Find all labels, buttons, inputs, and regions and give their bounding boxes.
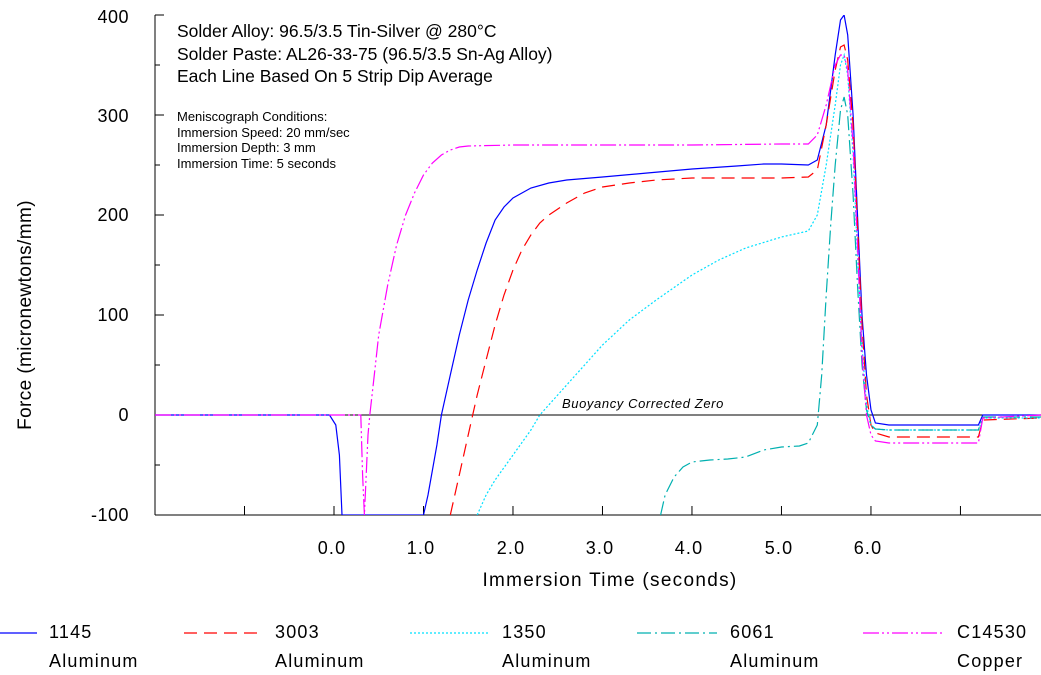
legend-sublabel: Aluminum: [49, 651, 139, 671]
conditions-annotation: Meniscograph Conditions: Immersion Speed…: [177, 109, 350, 171]
x-tick-label: 3.0: [585, 538, 615, 558]
condition-line: Immersion Depth: 3 mm: [177, 140, 316, 155]
title-line: Solder Alloy: 96.5/3.5 Tin-Silver @ 280°…: [177, 21, 497, 41]
legend-label: 6061: [730, 622, 775, 642]
x-tick-label: 0.0: [317, 538, 347, 558]
title-line: Each Line Based On 5 Strip Dip Average: [177, 66, 493, 86]
y-tick-label: 400: [97, 7, 129, 27]
series-line-3003: [449, 44, 1041, 515]
y-tick-label: -100: [90, 505, 129, 525]
x-tick-label: 6.0: [853, 538, 883, 558]
y-axis-label: Force (micronewtons/mm): [15, 200, 36, 430]
series-line-c14530: [155, 54, 1041, 515]
series-line-1350: [476, 52, 1041, 515]
legend-label: 3003: [275, 622, 320, 642]
x-tick-label: 2.0: [496, 538, 526, 558]
x-tick-label: 5.0: [764, 538, 794, 558]
series-layer: [155, 15, 1041, 515]
legend-sublabel: Aluminum: [730, 651, 820, 671]
zero-annotation: Buoyancy Corrected Zero: [562, 396, 724, 411]
legend-label: C14530: [957, 622, 1028, 642]
y-tick-label: 200: [97, 205, 129, 225]
condition-line: Meniscograph Conditions:: [177, 109, 328, 124]
condition-line: Immersion Speed: 20 mm/sec: [177, 124, 350, 140]
chart-title: Solder Alloy: 96.5/3.5 Tin-Silver @ 280°…: [177, 20, 553, 88]
series-line-6061: [660, 96, 1041, 515]
series-line-1145: [155, 15, 1041, 515]
x-tick-label: 4.0: [674, 538, 704, 558]
title-line: Solder Paste: AL26-33-75 (96.5/3.5 Sn-Ag…: [177, 43, 553, 64]
legend-sublabel: Aluminum: [275, 651, 365, 671]
legend-label: 1145: [49, 622, 93, 642]
legend-sublabel: Aluminum: [502, 651, 592, 671]
y-tick-label: 0: [118, 405, 129, 425]
y-tick-label: 300: [97, 106, 129, 126]
x-axis-label: Immersion Time (seconds): [482, 570, 738, 591]
legend-sublabel: Copper: [957, 651, 1024, 671]
y-tick-label: 100: [97, 305, 129, 325]
x-tick-label: 1.0: [406, 538, 436, 558]
plot-frame: [154, 14, 1041, 516]
condition-line: Immersion Time: 5 seconds: [177, 155, 336, 171]
legend-label: 1350: [502, 622, 547, 642]
